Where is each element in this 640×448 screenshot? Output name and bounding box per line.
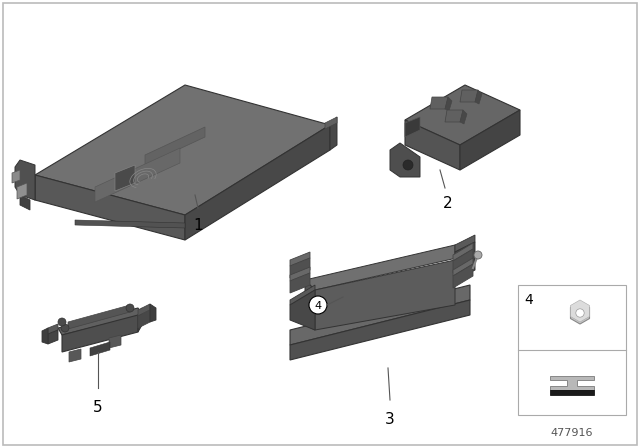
Polygon shape bbox=[15, 160, 35, 200]
Polygon shape bbox=[445, 97, 452, 111]
Polygon shape bbox=[290, 258, 310, 278]
Circle shape bbox=[126, 304, 134, 312]
Polygon shape bbox=[35, 175, 185, 240]
Polygon shape bbox=[550, 376, 594, 390]
Polygon shape bbox=[405, 120, 460, 170]
Polygon shape bbox=[453, 243, 473, 261]
Polygon shape bbox=[42, 328, 48, 344]
Polygon shape bbox=[185, 125, 330, 240]
Polygon shape bbox=[405, 85, 520, 145]
Text: 477916: 477916 bbox=[551, 428, 593, 438]
Text: 3: 3 bbox=[385, 412, 395, 427]
Polygon shape bbox=[109, 335, 121, 348]
Polygon shape bbox=[290, 285, 470, 345]
Polygon shape bbox=[455, 245, 470, 270]
Circle shape bbox=[309, 296, 327, 314]
Polygon shape bbox=[570, 300, 589, 322]
Text: 2: 2 bbox=[443, 196, 453, 211]
Polygon shape bbox=[290, 300, 470, 360]
Polygon shape bbox=[48, 324, 58, 334]
Bar bbox=[518, 285, 626, 415]
Polygon shape bbox=[17, 183, 27, 199]
Polygon shape bbox=[460, 90, 478, 102]
Circle shape bbox=[58, 318, 66, 326]
Polygon shape bbox=[75, 220, 185, 228]
Polygon shape bbox=[90, 342, 110, 356]
Polygon shape bbox=[290, 267, 310, 281]
Polygon shape bbox=[20, 165, 35, 200]
Polygon shape bbox=[305, 245, 470, 290]
Polygon shape bbox=[20, 195, 30, 210]
Polygon shape bbox=[475, 90, 482, 104]
Polygon shape bbox=[453, 249, 473, 273]
Polygon shape bbox=[290, 252, 310, 266]
Polygon shape bbox=[455, 242, 475, 280]
Circle shape bbox=[61, 324, 69, 332]
Polygon shape bbox=[150, 304, 156, 322]
Bar bbox=[550, 390, 594, 395]
Polygon shape bbox=[330, 117, 337, 150]
Polygon shape bbox=[48, 330, 58, 344]
Polygon shape bbox=[453, 264, 473, 288]
Polygon shape bbox=[405, 117, 420, 137]
Text: 4: 4 bbox=[314, 301, 321, 311]
Circle shape bbox=[474, 251, 482, 259]
Polygon shape bbox=[12, 170, 20, 183]
Polygon shape bbox=[570, 302, 589, 324]
Polygon shape bbox=[290, 290, 315, 330]
Circle shape bbox=[403, 160, 413, 170]
Polygon shape bbox=[62, 315, 138, 352]
Polygon shape bbox=[453, 258, 473, 276]
Polygon shape bbox=[115, 165, 135, 191]
Polygon shape bbox=[95, 148, 180, 202]
Polygon shape bbox=[455, 235, 475, 252]
Circle shape bbox=[576, 309, 584, 317]
Polygon shape bbox=[138, 310, 150, 328]
Polygon shape bbox=[460, 110, 467, 124]
Polygon shape bbox=[68, 305, 130, 329]
Polygon shape bbox=[305, 280, 315, 330]
Polygon shape bbox=[315, 260, 455, 330]
Polygon shape bbox=[35, 85, 330, 215]
Polygon shape bbox=[430, 97, 448, 109]
Polygon shape bbox=[69, 349, 81, 362]
Polygon shape bbox=[138, 304, 150, 316]
Polygon shape bbox=[290, 285, 315, 305]
Polygon shape bbox=[138, 308, 142, 332]
Text: 4: 4 bbox=[524, 293, 532, 307]
Polygon shape bbox=[460, 110, 520, 170]
Polygon shape bbox=[325, 117, 337, 129]
Polygon shape bbox=[390, 143, 420, 177]
Polygon shape bbox=[445, 110, 463, 122]
Polygon shape bbox=[58, 308, 142, 335]
Polygon shape bbox=[290, 273, 310, 293]
Text: 1: 1 bbox=[193, 218, 203, 233]
Polygon shape bbox=[145, 127, 205, 165]
Text: 5: 5 bbox=[93, 400, 103, 415]
